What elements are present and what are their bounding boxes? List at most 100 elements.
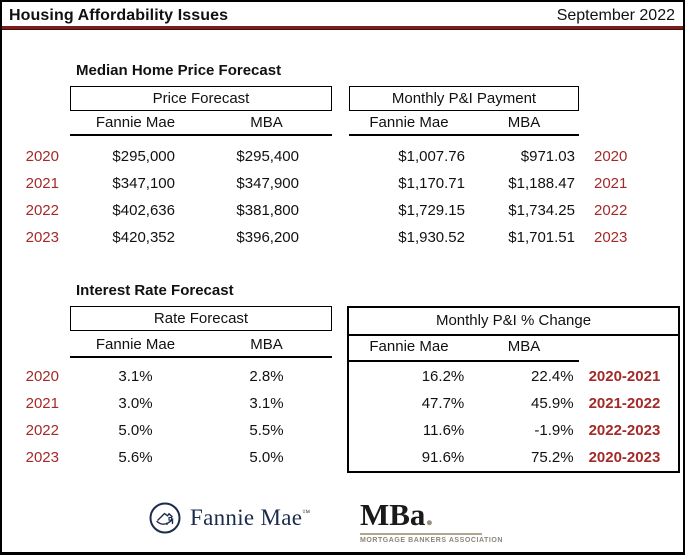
payment-table-box-header: Monthly P&I Payment: [349, 86, 579, 111]
payment-table-rows: $1,007.76 $971.03 2020 $1,170.71 $1,188.…: [349, 143, 641, 251]
table-row: $1,170.71 $1,188.47 2021: [349, 170, 641, 197]
table-row: 47.7% 45.9% 2021-2022: [349, 390, 678, 417]
mba-value: $347,900: [236, 175, 299, 192]
header-date: September 2022: [556, 7, 675, 24]
fannie-value: $402,636: [112, 202, 175, 219]
fannie-value: $1,729.15: [398, 202, 465, 219]
fannie-value: 5.6%: [118, 449, 153, 466]
price-table-rows: 2020 $295,000 $295,400 2021 $347,100 $34…: [22, 143, 332, 251]
row-year: 2022: [25, 202, 59, 219]
table-row: 2022 $402,636 $381,800: [22, 197, 332, 224]
mba-value: 5.0%: [249, 449, 284, 466]
row-year: 2021: [594, 175, 628, 192]
change-table-box: Monthly P&I % Change Fannie Mae MBA 16.2…: [347, 306, 680, 473]
change-table-column-headers: Fannie Mae MBA: [349, 336, 579, 360]
table-row: 2023 $420,352 $396,200: [22, 224, 332, 251]
mba-value: $971.03: [520, 148, 575, 165]
table-row: 16.2% 22.4% 2020-2021: [349, 363, 678, 390]
mba-value: 5.5%: [249, 422, 284, 439]
row-period: 2020-2021: [588, 368, 661, 385]
table-row: 2021 $347,100 $347,900: [22, 170, 332, 197]
mba-value: 2.8%: [249, 368, 284, 385]
fannie-mae-logo: Fannie Mae™: [148, 501, 310, 535]
table-row: 2020 $295,000 $295,400: [22, 143, 332, 170]
table-row: $1,729.15 $1,734.25 2022: [349, 197, 641, 224]
mba-logo-rule: [360, 533, 482, 535]
row-year: 2022: [594, 202, 628, 219]
table-row: 2021 3.0% 3.1%: [22, 390, 332, 417]
mba-value: $1,188.47: [508, 175, 575, 192]
row-year: 2021: [25, 175, 59, 192]
row-year: 2023: [25, 229, 59, 246]
table-row: 2023 5.6% 5.0%: [22, 444, 332, 471]
price-table-box-header: Price Forecast: [70, 86, 332, 111]
mba-value: -1.9%: [534, 422, 574, 439]
mba-value: $1,734.25: [508, 202, 575, 219]
change-col-mba: MBA: [507, 338, 541, 355]
rate-table-rows: 2020 3.1% 2.8% 2021 3.0% 3.1% 2022 5.0% …: [22, 363, 332, 471]
fannie-value: $295,000: [112, 148, 175, 165]
fannie-value: 91.6%: [421, 449, 465, 466]
mba-value: 3.1%: [249, 395, 284, 412]
change-header-underline: [349, 360, 579, 362]
mba-value: 75.2%: [531, 449, 574, 466]
fannie-value: 3.0%: [118, 395, 153, 412]
mba-logo-text: MBa.: [360, 497, 434, 532]
row-year: 2021: [25, 395, 59, 412]
row-period: 2020-2023: [588, 449, 661, 466]
table-row: $1,007.76 $971.03 2020: [349, 143, 641, 170]
row-period: 2022-2023: [588, 422, 661, 439]
price-table-column-headers: Fannie Mae MBA: [70, 112, 332, 136]
mba-value: $1,701.51: [508, 229, 575, 246]
fannie-value: 5.0%: [118, 422, 153, 439]
price-col-mba: MBA: [250, 114, 283, 131]
mba-value: 22.4%: [531, 368, 574, 385]
fannie-value: $1,170.71: [398, 175, 465, 192]
row-year: 2023: [594, 229, 628, 246]
mba-value: $381,800: [236, 202, 299, 219]
rate-col-fannie: Fannie Mae: [95, 336, 176, 353]
row-year: 2022: [25, 422, 59, 439]
table-row: 2022 5.0% 5.5%: [22, 417, 332, 444]
table-row: 11.6% -1.9% 2022-2023: [349, 417, 678, 444]
fannie-value: 11.6%: [422, 422, 465, 439]
row-year: 2023: [25, 449, 59, 466]
fannie-mae-logo-text: Fannie Mae™: [190, 505, 311, 530]
row-year: 2020: [25, 148, 59, 165]
rate-col-mba: MBA: [250, 336, 283, 353]
payment-col-mba: MBA: [507, 114, 541, 131]
price-table-title: Median Home Price Forecast: [76, 62, 282, 79]
mba-value: $295,400: [236, 148, 299, 165]
change-table-box-header: Monthly P&I % Change: [349, 308, 678, 336]
page-title: Housing Affordability Issues: [9, 7, 229, 24]
mba-value: $396,200: [236, 229, 299, 246]
payment-col-fannie: Fannie Mae: [369, 114, 449, 131]
price-col-fannie: Fannie Mae: [95, 114, 176, 131]
row-period: 2021-2022: [588, 395, 661, 412]
fannie-value: 3.1%: [118, 368, 153, 385]
payment-table-column-headers: Fannie Mae MBA: [349, 112, 579, 136]
row-year: 2020: [25, 368, 59, 385]
fannie-value: $1,930.52: [398, 229, 465, 246]
fannie-value: $347,100: [112, 175, 175, 192]
rate-table-title: Interest Rate Forecast: [76, 282, 234, 299]
mba-value: 45.9%: [531, 395, 574, 412]
trademark-symbol: ™: [302, 508, 311, 517]
fannie-value: $420,352: [112, 229, 175, 246]
mba-logo-subtext: MORTGAGE BANKERS ASSOCIATION: [360, 537, 503, 544]
row-year: 2020: [594, 148, 628, 165]
table-row: $1,930.52 $1,701.51 2023: [349, 224, 641, 251]
mba-logo-dot: .: [425, 497, 434, 532]
change-col-fannie: Fannie Mae: [369, 338, 449, 355]
fannie-mae-house-icon: [149, 502, 181, 534]
fannie-value: 16.2%: [421, 368, 465, 385]
fannie-value: 47.7%: [421, 395, 465, 412]
mba-logo: MBa. MORTGAGE BANKERS ASSOCIATION: [360, 497, 503, 544]
header-bar: Housing Affordability Issues September 2…: [2, 2, 683, 29]
table-row: 2020 3.1% 2.8%: [22, 363, 332, 390]
fannie-value: $1,007.76: [398, 148, 465, 165]
change-table-rows: 16.2% 22.4% 2020-2021 47.7% 45.9% 2021-2…: [349, 363, 678, 471]
rate-table-box-header: Rate Forecast: [70, 306, 332, 331]
rate-table-column-headers: Fannie Mae MBA: [70, 334, 332, 358]
